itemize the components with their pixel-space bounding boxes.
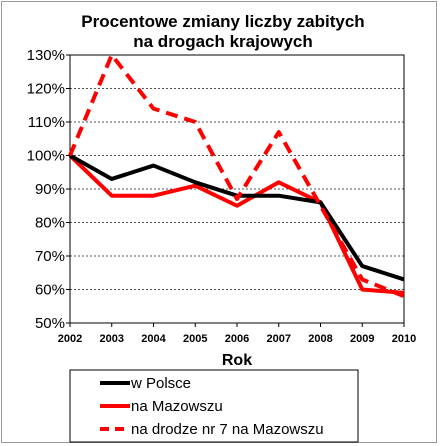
x-tick-label: 2006 bbox=[225, 333, 249, 345]
y-axis-ticks: 50% 60% 70% 80% 90% 100% 110% 120% 130% bbox=[27, 47, 70, 332]
y-tick-label: 60% bbox=[35, 282, 65, 299]
y-tick-label: 110% bbox=[28, 114, 65, 131]
legend-label-3: na drodze nr 7 na Mazowszu bbox=[131, 421, 324, 438]
y-tick-label: 90% bbox=[35, 181, 65, 198]
y-tick-label: 120% bbox=[27, 81, 65, 98]
y-tick-label: 70% bbox=[35, 248, 65, 265]
series-lines bbox=[68, 53, 405, 299]
x-axis-ticks: 2002 2003 2004 2005 2006 2007 2008 2009 2010 bbox=[58, 323, 416, 345]
y-tick-label: 130% bbox=[27, 47, 65, 64]
x-tick-label: 2008 bbox=[308, 333, 332, 345]
y-tick-label: 50% bbox=[35, 315, 65, 332]
chart-title-line-1: Procentowe zmiany liczby zabitych bbox=[81, 12, 364, 31]
x-tick-label: 2002 bbox=[58, 333, 82, 345]
x-tick-label: 2005 bbox=[183, 333, 207, 345]
y-tick-label: 100% bbox=[27, 148, 65, 165]
series-line-3 bbox=[68, 53, 405, 299]
x-axis-label: Rok bbox=[222, 352, 252, 369]
x-tick-label: 2007 bbox=[267, 333, 291, 345]
plot-area bbox=[69, 54, 405, 324]
x-tick-label: 2009 bbox=[350, 333, 374, 345]
legend: w Polsce na Mazowszu na drodze nr 7 na Maz… bbox=[69, 369, 359, 443]
x-tick-label: 2003 bbox=[100, 333, 124, 345]
chart-title-line-2: na drogach krajowych bbox=[133, 32, 313, 51]
gridlines bbox=[70, 88, 404, 290]
y-tick-label: 80% bbox=[35, 215, 65, 232]
legend-label-2: na Mazowszu bbox=[131, 398, 223, 415]
x-tick-label: 2010 bbox=[392, 333, 416, 345]
x-tick-label: 2004 bbox=[141, 333, 166, 345]
legend-label-1: w Polsce bbox=[130, 375, 191, 392]
series-line-2 bbox=[68, 154, 405, 295]
